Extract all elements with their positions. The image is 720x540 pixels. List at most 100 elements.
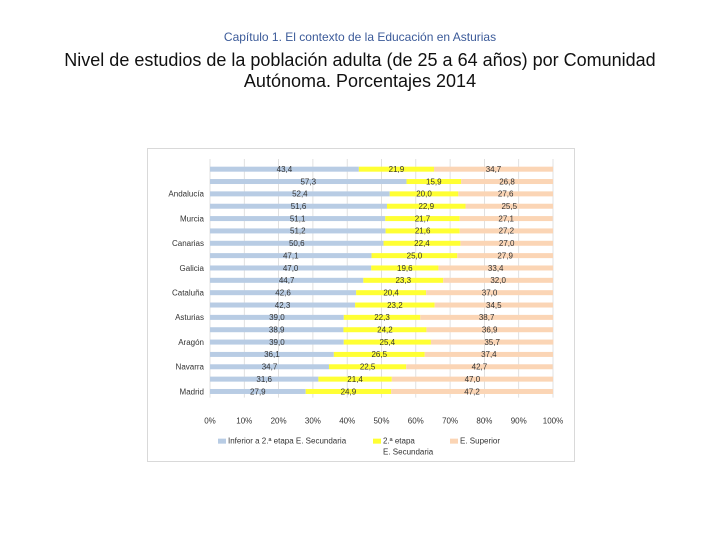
bar-segment	[461, 179, 553, 185]
bar-segment	[385, 228, 460, 234]
x-tick-label: 80%	[476, 417, 492, 426]
bar-value-label: 47,1	[283, 251, 299, 260]
category-label: Cataluña	[172, 288, 205, 297]
bar-segment	[210, 277, 364, 283]
chapter-heading: Capítulo 1. El contexto de la Educación …	[223, 30, 497, 44]
bar-segment	[389, 191, 459, 197]
bar-segment	[406, 364, 553, 370]
bar-value-label: 32,0	[490, 276, 506, 285]
bar-segment	[443, 277, 553, 283]
x-tick-label: 70%	[442, 417, 458, 426]
bar-segment	[210, 265, 372, 271]
bar-segment	[457, 253, 553, 259]
x-tick-label: 30%	[305, 417, 321, 426]
category-label: Navarra	[176, 363, 205, 372]
bar-segment	[459, 216, 553, 222]
bar-value-label: 22,3	[374, 313, 390, 322]
bar-segment	[371, 253, 458, 259]
bar-segment	[383, 240, 461, 246]
legend-label: 2.ª etapa	[383, 437, 415, 446]
bar-value-label: 26,8	[499, 177, 515, 186]
bar-segment	[343, 327, 427, 333]
bar-segment	[210, 376, 319, 382]
x-tick-label: 90%	[511, 417, 527, 426]
bar-value-label: 27,9	[497, 251, 513, 260]
bar-value-label: 34,7	[262, 363, 278, 372]
legend-swatch	[373, 438, 381, 444]
bar-segment	[305, 388, 392, 394]
bar-value-label: 52,4	[292, 190, 308, 199]
bar-value-label: 47,2	[464, 387, 480, 396]
bar-value-label: 31,6	[256, 375, 272, 384]
x-tick-label: 40%	[339, 417, 355, 426]
bar-value-label: 38,7	[479, 313, 495, 322]
bar-segment	[210, 314, 344, 320]
bar-segment	[363, 277, 444, 283]
legend-label: Inferior a 2.ª etapa E. Secundaria	[228, 437, 347, 446]
bar-segment	[406, 179, 462, 185]
bar-value-label: 51,2	[290, 227, 306, 236]
bar-segment	[210, 290, 357, 296]
bar-value-label: 23,3	[395, 276, 411, 285]
x-tick-label: 50%	[373, 417, 389, 426]
bar-value-label: 42,3	[275, 301, 291, 310]
bar-value-label: 20,4	[383, 288, 399, 297]
x-tick-label: 0%	[204, 417, 216, 426]
bar-segment	[460, 240, 553, 246]
bar-segment	[433, 166, 553, 172]
bar-segment	[420, 314, 553, 320]
bar-segment	[210, 388, 306, 394]
bar-value-label: 27,9	[250, 387, 266, 396]
bar-value-label: 23,2	[387, 301, 403, 310]
bar-value-label: 44,7	[279, 276, 295, 285]
bar-segment	[343, 339, 431, 345]
category-label: Murcia	[180, 214, 205, 223]
bar-segment	[210, 228, 386, 234]
bar-value-label: 22,9	[418, 202, 434, 211]
bar-value-label: 36,9	[482, 326, 498, 335]
bar-segment	[391, 388, 553, 394]
bar-value-label: 25,0	[407, 251, 423, 260]
bar-segment	[210, 351, 334, 357]
bar-segment	[356, 290, 427, 296]
bar-segment	[210, 166, 359, 172]
bar-segment	[371, 265, 439, 271]
bar-value-label: 27,1	[498, 214, 514, 223]
legend-swatch	[218, 438, 226, 444]
bar-value-label: 37,4	[481, 350, 497, 359]
bar-value-label: 34,7	[486, 165, 502, 174]
bar-value-label: 34,5	[486, 301, 502, 310]
bar-value-label: 21,4	[347, 375, 363, 384]
bar-segment	[430, 339, 554, 345]
bar-value-label: 21,6	[415, 227, 431, 236]
x-tick-label: 60%	[408, 417, 424, 426]
bar-value-label: 27,0	[499, 239, 515, 248]
bar-segment	[391, 376, 553, 382]
bar-value-label: 35,7	[484, 338, 500, 347]
bar-value-label: 33,4	[488, 264, 504, 273]
bar-value-label: 43,4	[277, 165, 293, 174]
bar-segment	[329, 364, 407, 370]
bar-value-label: 51,6	[291, 202, 307, 211]
category-label: Canarias	[172, 239, 204, 248]
bar-value-label: 42,7	[472, 363, 488, 372]
bar-segment	[358, 166, 434, 172]
x-tick-label: 10%	[236, 417, 252, 426]
legend-label: E. Secundaria	[383, 448, 434, 457]
bar-segment	[386, 203, 466, 209]
bar-segment	[424, 351, 553, 357]
bar-value-label: 47,0	[465, 375, 481, 384]
bar-segment	[210, 364, 330, 370]
chart-frame: 43,4 21,9 34,7 57,3 15,9 26,8 52,4 20,0 27,6 Anda…	[147, 148, 575, 462]
bar-segment	[459, 228, 553, 234]
bar-value-label: 36,1	[264, 350, 280, 359]
bar-value-label: 15,9	[426, 177, 442, 186]
bar-segment	[210, 203, 387, 209]
bar-value-label: 39,0	[269, 313, 285, 322]
bar-segment	[465, 203, 553, 209]
bar-value-label: 22,4	[414, 239, 430, 248]
bar-segment	[210, 253, 372, 259]
bar-segment	[210, 179, 407, 185]
bar-value-label: 20,0	[416, 190, 432, 199]
legend-swatch	[450, 438, 458, 444]
